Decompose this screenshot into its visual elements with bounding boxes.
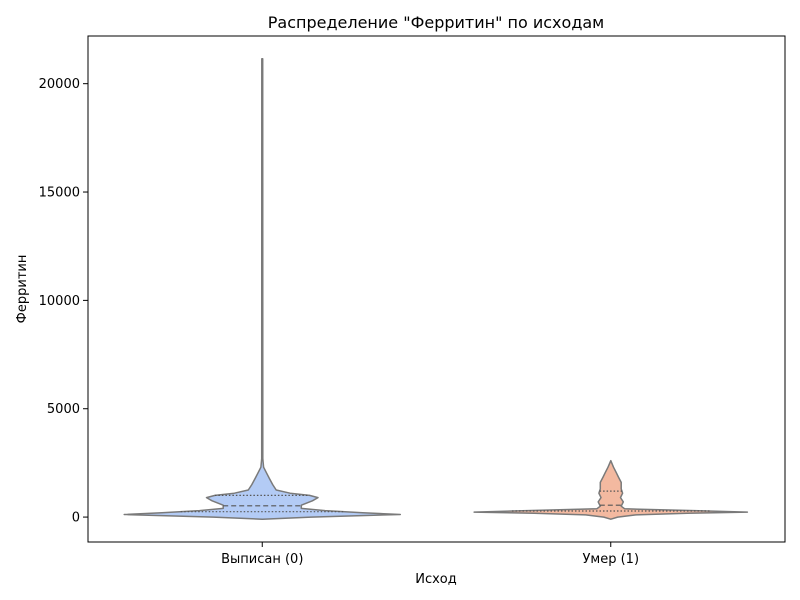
x-tick-label: Выписан (0) <box>221 552 303 567</box>
y-tick-label: 10000 <box>39 294 80 309</box>
x-axis: Выписан (0) Умер (1) <box>221 542 639 567</box>
x-tick-label: Умер (1) <box>582 552 639 567</box>
y-axis-label: Ферритин <box>15 255 30 324</box>
y-axis: 0 5000 10000 15000 20000 <box>39 77 88 526</box>
violins-layer <box>123 58 749 520</box>
y-tick-label: 20000 <box>39 77 80 92</box>
plot-area-frame <box>87 35 786 543</box>
y-tick-label: 15000 <box>39 186 80 201</box>
violin-body-1 <box>473 459 749 520</box>
y-tick-label: 5000 <box>47 402 80 417</box>
chart-title: Распределение "Ферритин" по исходам <box>268 13 605 32</box>
y-tick-label: 0 <box>72 511 80 526</box>
x-axis-label: Исход <box>415 572 457 587</box>
